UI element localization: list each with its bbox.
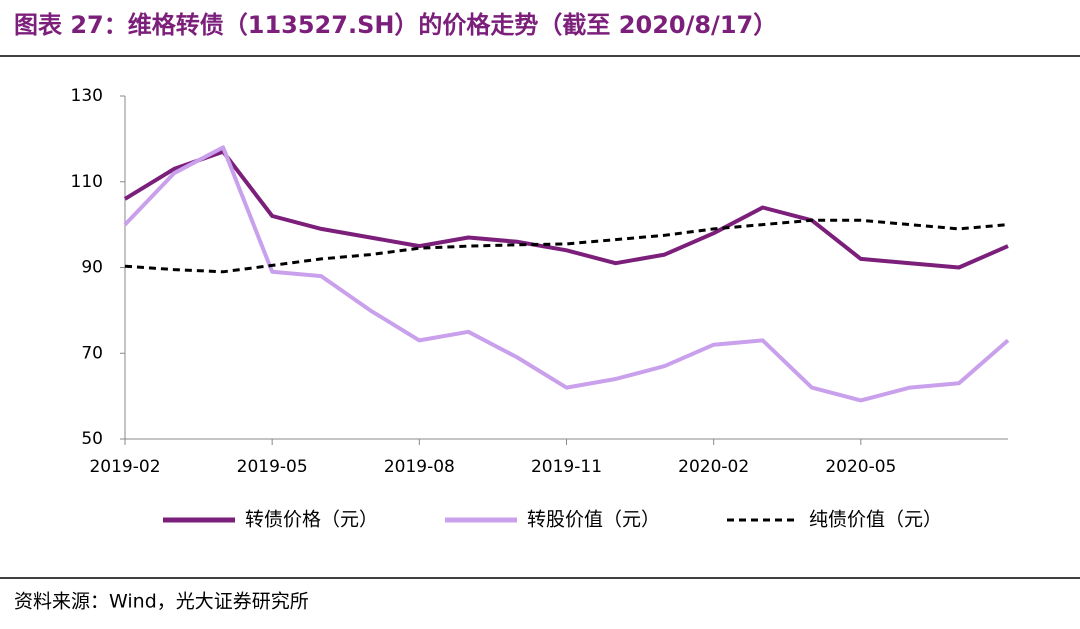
y-tick-label: 130	[71, 86, 103, 106]
x-tick-label: 2019-02	[89, 457, 160, 477]
series-line	[123, 145, 1010, 403]
y-tick-label: 70	[81, 343, 103, 363]
x-tick-label: 2020-05	[825, 457, 896, 477]
x-tick-label: 2019-05	[237, 457, 308, 477]
series-line	[124, 218, 1009, 274]
x-tick-label: 2020-02	[678, 457, 749, 477]
y-tick-label: 90	[81, 258, 103, 278]
x-tick-label: 2019-08	[384, 457, 455, 477]
series-line	[123, 149, 1009, 270]
legend-label: 纯债价值（元）	[809, 509, 942, 531]
x-tick-label: 2019-11	[531, 457, 602, 477]
legend-label: 转债价格（元）	[245, 509, 378, 531]
source-note: 资料来源：Wind，光大证券研究所	[14, 591, 309, 613]
y-tick-label: 110	[71, 172, 103, 192]
legend-label: 转股价值（元）	[527, 509, 660, 531]
chart-title: 图表 27：维格转债（113527.SH）的价格走势（截至 2020/8/17）	[14, 11, 777, 39]
y-tick-label: 50	[81, 429, 103, 449]
